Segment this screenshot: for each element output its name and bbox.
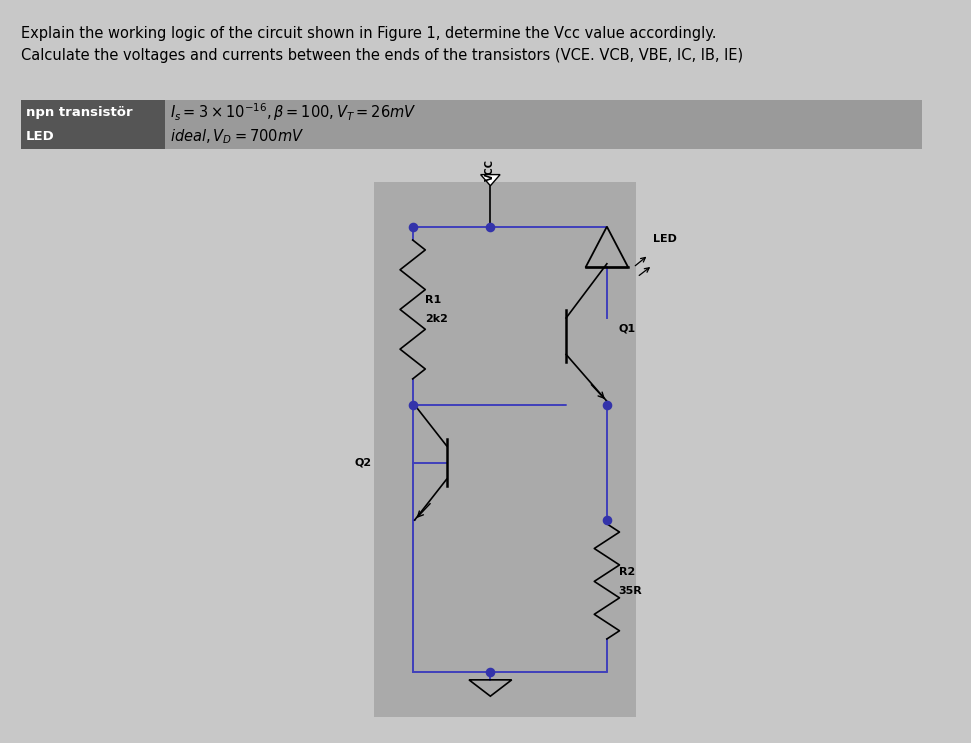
Point	[483, 221, 498, 233]
Point	[483, 666, 498, 678]
Bar	[165, 125, 922, 149]
Text: Q1: Q1	[619, 324, 636, 334]
Text: Calculate the voltages and currents between the ends of the transistors (VCE. VC: Calculate the voltages and currents betw…	[21, 48, 744, 63]
Text: R1: R1	[425, 295, 442, 305]
Text: VCC: VCC	[486, 158, 495, 181]
Text: Q2: Q2	[354, 458, 372, 467]
Text: R2: R2	[619, 567, 635, 577]
Text: npn transistör: npn transistör	[26, 106, 133, 119]
Point	[405, 399, 420, 411]
Point	[599, 514, 615, 526]
Text: 2k2: 2k2	[425, 314, 449, 324]
Text: $ideal, V_D = 700mV$: $ideal, V_D = 700mV$	[170, 127, 304, 146]
Text: LED: LED	[653, 234, 677, 244]
Point	[405, 221, 420, 233]
Bar	[21, 125, 165, 149]
Polygon shape	[481, 175, 500, 186]
Bar	[374, 182, 636, 717]
Bar	[165, 100, 922, 125]
Text: LED: LED	[26, 130, 55, 143]
Text: $I_s = 3 \times 10^{-16}, \beta = 100, V_T = 26mV$: $I_s = 3 \times 10^{-16}, \beta = 100, V…	[170, 102, 417, 123]
Point	[599, 399, 615, 411]
Text: 35R: 35R	[619, 586, 642, 596]
Text: Explain the working logic of the circuit shown in Figure 1, determine the Vcc va: Explain the working logic of the circuit…	[21, 26, 717, 41]
Bar	[21, 100, 165, 125]
